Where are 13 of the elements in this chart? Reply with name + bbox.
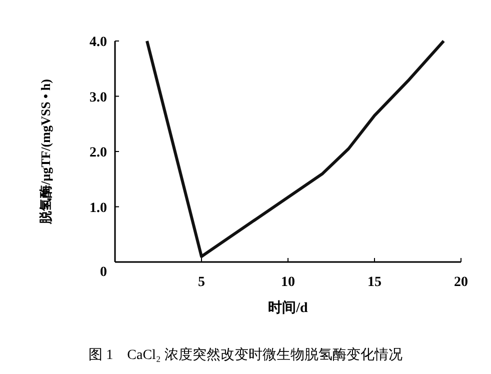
text: 图 1 CaCl₂ 浓度突然改变时微生物脱氢酶变化情况 [88, 347, 402, 363]
line-series [146, 40, 446, 258]
x-tick-label: 15 [368, 275, 382, 290]
y-tick-label: 4.0 [90, 35, 107, 50]
x-tick-label: 20 [454, 275, 468, 290]
y-tick-label: 3.0 [90, 90, 107, 106]
y-tick-label: 2.0 [90, 146, 107, 160]
y-axis-title: 脱氢酶/μgTF/(mgVSS • h) [38, 79, 53, 225]
x-tick-label: 10 [281, 275, 295, 290]
y-tick-label: 0 [100, 265, 107, 280]
x-tick-label: 5 [198, 275, 205, 290]
x-axis-title: 时间/d [268, 300, 308, 316]
y-tick-label: 1.0 [90, 200, 107, 216]
